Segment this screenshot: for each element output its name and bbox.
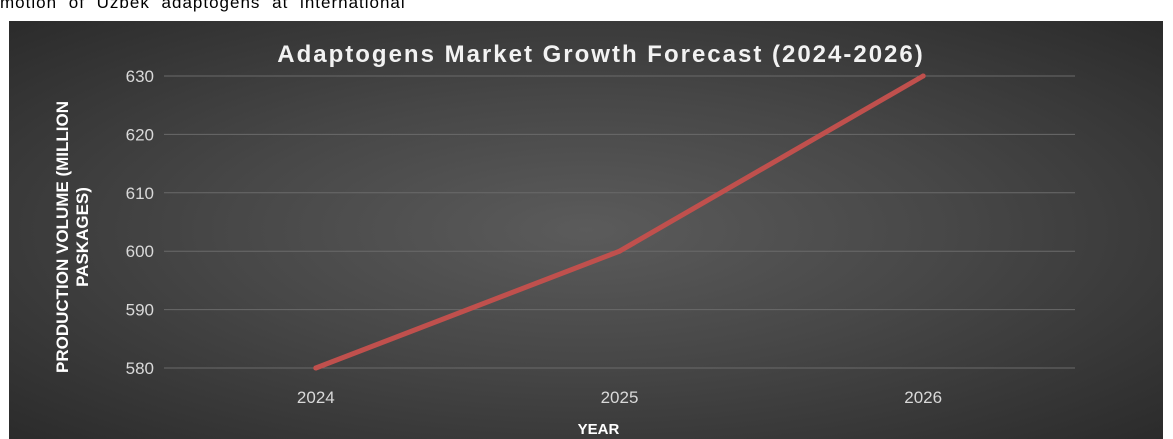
series-line — [313, 73, 926, 371]
y-axis-label: PRODUCTION VOLUME (MILLION PASKAGES) — [53, 101, 92, 373]
chart-title: Adaptogens Market Growth Forecast (2024-… — [277, 41, 925, 68]
data-point-2026 — [920, 73, 926, 79]
data-point-2025 — [617, 248, 622, 254]
x-tick-label: 2025 — [601, 388, 639, 407]
series-layer — [313, 73, 926, 371]
y-tick-label: 610 — [126, 184, 154, 203]
document-text-fragment: motion of Uzbek adaptogens at internatio… — [0, 0, 406, 12]
y-tick-label: 600 — [126, 242, 154, 261]
y-tick-label: 580 — [126, 359, 154, 378]
x-tick-label: 2024 — [297, 388, 335, 407]
x-axis-label: YEAR — [577, 421, 620, 438]
x-tick-label: 2026 — [904, 388, 942, 407]
chart-panel: 580 590 600 610 620 630 2024 2025 2026 Adaptoge… — [9, 21, 1163, 439]
y-tick-label: 630 — [126, 67, 154, 86]
y-tick-label: 620 — [126, 125, 154, 144]
x-axis-ticks: 2024 2025 2026 — [297, 388, 942, 407]
y-axis-ticks: 580 590 600 610 620 630 — [126, 67, 154, 378]
line-chart-plot: 580 590 600 610 620 630 2024 2025 2026 — [126, 67, 1075, 407]
data-point-2024 — [313, 365, 319, 371]
y-tick-label: 590 — [126, 301, 154, 320]
gridlines — [164, 75, 1075, 369]
